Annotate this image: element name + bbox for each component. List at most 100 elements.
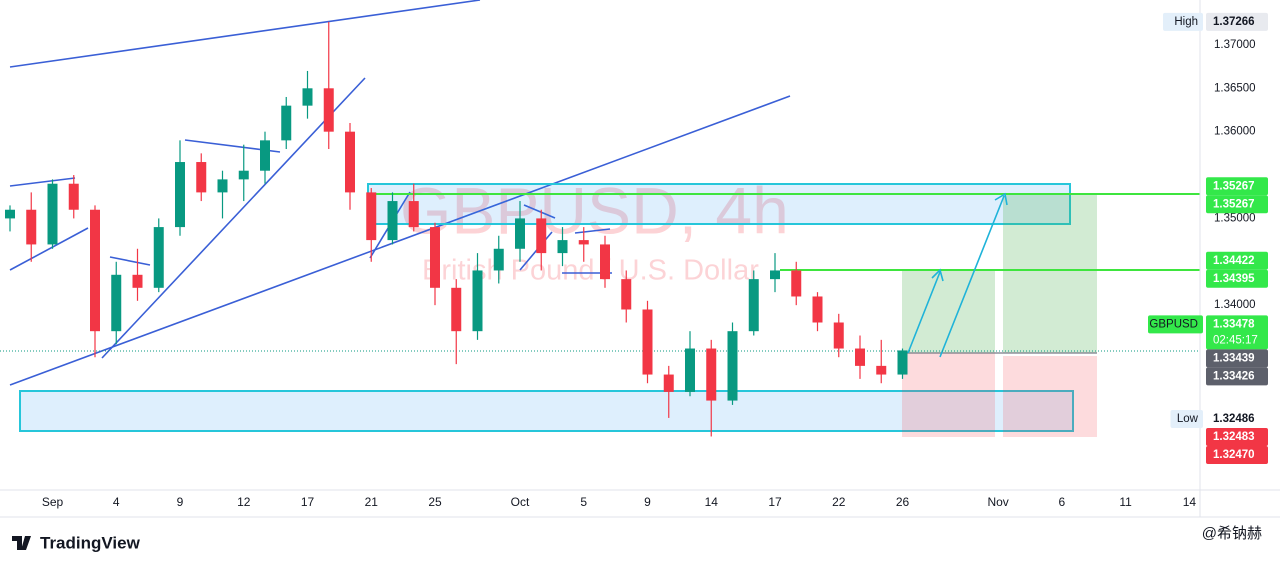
position-stop — [1003, 356, 1097, 437]
price-tag: Low — [1177, 413, 1199, 425]
y-tick-label: 1.35000 — [1214, 212, 1256, 224]
zone-box — [19, 390, 1074, 432]
candle-body — [706, 348, 717, 401]
price-label-box — [1206, 367, 1268, 386]
projection-arrows — [907, 192, 1008, 358]
price-label: 1.35267 — [1213, 198, 1255, 210]
candle-body — [812, 296, 823, 323]
price-label: 1.35267 — [1213, 180, 1255, 192]
x-tick-label: 9 — [177, 495, 184, 509]
candle-body — [196, 162, 207, 193]
price-label: 1.33426 — [1213, 370, 1255, 382]
candle-body — [68, 183, 79, 210]
candle-body — [663, 374, 674, 392]
candle-body — [387, 201, 398, 241]
candle-body — [855, 348, 865, 366]
price-label: 1.33478 — [1213, 318, 1255, 330]
x-tick-label: 21 — [365, 495, 379, 509]
price-label: 1.34395 — [1213, 273, 1255, 285]
candle-body — [833, 322, 844, 349]
price-tag-box — [1163, 12, 1203, 31]
price-labels: 1.37266High1.352671.352671.344221.343951… — [1148, 12, 1268, 465]
price-label-box — [1206, 428, 1268, 447]
price-tag: GBPUSD — [1149, 318, 1198, 330]
candle-body — [748, 279, 759, 332]
candle-body — [217, 179, 228, 193]
candle-body — [26, 209, 37, 245]
candle-body — [408, 201, 419, 228]
price-label-box — [1206, 446, 1268, 465]
price-tag-box — [1148, 315, 1203, 334]
candle-body — [175, 162, 185, 228]
candle-body — [727, 331, 738, 401]
x-tick-label: 17 — [301, 495, 315, 509]
y-tick-label: 1.34000 — [1214, 299, 1256, 311]
brand-logo: TradingView — [12, 533, 141, 552]
price-label: 1.32470 — [1213, 449, 1255, 461]
position-target — [902, 270, 995, 353]
candle-body — [153, 227, 164, 288]
brand-name: TradingView — [40, 533, 141, 552]
x-tick-label: 6 — [1059, 495, 1066, 509]
price-label: 1.34422 — [1213, 255, 1255, 267]
time-axis: Sep 4 9 12 17 21 25 Oct 5 9 14 17 22 26 Nov 6 11 14 — [42, 495, 1197, 509]
candles — [5, 21, 908, 437]
x-tick-label: 4 — [113, 495, 120, 509]
x-tick-label: 9 — [644, 495, 651, 509]
candle-body — [770, 270, 780, 280]
x-tick-label: Sep — [42, 495, 64, 509]
candle-body — [876, 365, 887, 375]
zone-box — [367, 183, 1071, 225]
price-label-box — [1206, 349, 1268, 368]
price-label-box — [1206, 269, 1268, 288]
candle-body — [90, 209, 100, 332]
candle-body — [621, 279, 632, 310]
price-label: 1.32486 — [1213, 413, 1255, 425]
x-tick-label: 17 — [768, 495, 782, 509]
candle-body — [47, 183, 58, 245]
x-tick-label: Oct — [511, 495, 530, 509]
price-label: 1.37266 — [1213, 16, 1255, 28]
price-label-box — [1206, 410, 1268, 429]
candle-body — [600, 244, 610, 280]
candle-body — [557, 240, 568, 254]
price-axis: 1.37000 1.36500 1.36000 1.35000 1.34000 — [1214, 39, 1256, 311]
y-tick-label: 1.36500 — [1214, 82, 1256, 94]
credit: @希钠赫 — [1202, 525, 1262, 542]
candle-body — [472, 270, 483, 332]
position-stop — [902, 353, 995, 437]
x-tick-label: 22 — [832, 495, 846, 509]
candle-body — [493, 248, 504, 271]
x-tick-label: 14 — [1183, 495, 1197, 509]
candle-body — [515, 218, 525, 249]
candle-body — [578, 240, 589, 245]
price-label-box — [1206, 177, 1268, 196]
candle-body — [791, 270, 802, 297]
candle-body — [238, 170, 249, 180]
y-tick-label: 1.37000 — [1214, 39, 1256, 51]
price-label-box — [1206, 195, 1268, 214]
y-tick-label: 1.36000 — [1214, 126, 1256, 138]
plot-area: GBPUSD, 4h British Pound / U.S. Dollar — [0, 0, 1200, 437]
candle-body — [642, 309, 653, 375]
price-label-box — [1206, 315, 1268, 350]
x-tick-label: 14 — [705, 495, 719, 509]
candle-body — [132, 274, 143, 288]
candle-body — [366, 192, 377, 241]
x-tick-label: 26 — [896, 495, 910, 509]
price-label: 1.33439 — [1213, 352, 1255, 364]
candle-body — [260, 140, 270, 171]
x-tick-label: Nov — [987, 495, 1008, 509]
position-target — [1003, 194, 1097, 353]
candle-body — [897, 350, 908, 375]
price-tag-box — [1170, 410, 1203, 429]
candle-body — [345, 131, 355, 193]
candle-body — [281, 105, 292, 141]
candle-body — [323, 88, 334, 132]
x-tick-label: 5 — [580, 495, 587, 509]
candle-body — [430, 227, 440, 288]
candle-body — [111, 274, 122, 332]
candle-body — [302, 88, 313, 106]
candle-body — [536, 218, 547, 254]
